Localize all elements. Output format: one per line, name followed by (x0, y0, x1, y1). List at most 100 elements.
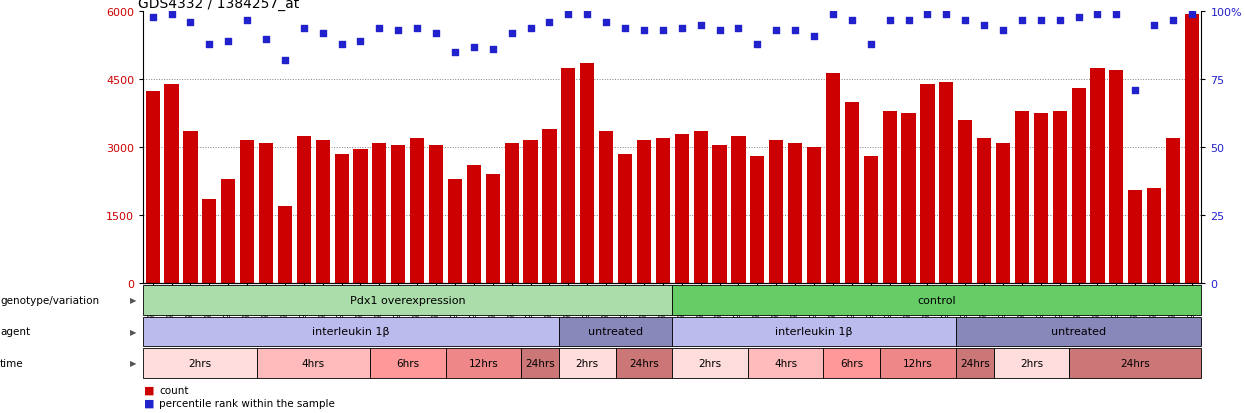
Bar (430, 146, 443, 283)
Bar (1072, 89, 1086, 283)
Point (1182, 12, 1201, 19)
Text: control: control (918, 295, 956, 305)
Bar (712, 146, 727, 283)
Bar (259, 143, 273, 283)
Bar (920, 85, 935, 283)
Point (899, 17, 919, 24)
Bar (845, 103, 859, 283)
Bar (977, 139, 991, 283)
Point (388, 28, 408, 35)
Bar (751, 157, 764, 283)
Point (1125, 88, 1145, 94)
Bar (825, 74, 840, 283)
Bar (164, 85, 178, 283)
Bar (788, 143, 802, 283)
Text: interleukin 1β: interleukin 1β (312, 327, 390, 337)
Point (823, 12, 843, 19)
Bar (731, 137, 746, 283)
Text: ▶: ▶ (129, 296, 137, 305)
Point (426, 31, 446, 37)
Text: ■: ■ (144, 385, 154, 395)
Bar (1052, 112, 1067, 283)
Point (596, 20, 616, 26)
Point (351, 39, 371, 45)
Bar (1109, 71, 1123, 283)
Text: ▶: ▶ (129, 327, 137, 336)
Point (483, 47, 503, 54)
Point (162, 12, 182, 19)
Bar (1033, 114, 1048, 283)
Bar (296, 137, 311, 283)
Point (955, 17, 975, 24)
Bar (391, 146, 406, 283)
Point (444, 50, 464, 56)
Bar (864, 157, 878, 283)
Text: 24hrs: 24hrs (629, 358, 659, 368)
Point (520, 25, 540, 32)
Point (331, 42, 351, 48)
Text: 24hrs: 24hrs (960, 358, 990, 368)
Text: 6hrs: 6hrs (396, 358, 420, 368)
Text: 2hrs: 2hrs (188, 358, 212, 368)
Text: count: count (159, 385, 189, 395)
Point (1163, 17, 1183, 24)
Bar (656, 139, 670, 283)
Point (218, 39, 238, 45)
Point (1050, 17, 1069, 24)
Bar (1128, 191, 1143, 283)
Point (1144, 23, 1164, 29)
Point (804, 33, 824, 40)
Point (578, 12, 598, 19)
Point (842, 17, 862, 24)
Point (786, 28, 806, 35)
Point (1031, 17, 1051, 24)
Bar (146, 91, 159, 283)
Text: 24hrs: 24hrs (525, 358, 555, 368)
Bar (1147, 188, 1162, 283)
Point (634, 28, 654, 35)
Text: 12hrs: 12hrs (468, 358, 498, 368)
Bar (523, 141, 538, 283)
Point (936, 12, 956, 19)
Point (691, 23, 711, 29)
Point (312, 31, 332, 37)
Bar (1015, 112, 1028, 283)
Text: 2hrs: 2hrs (698, 358, 722, 368)
Text: percentile rank within the sample: percentile rank within the sample (159, 398, 335, 408)
Text: 2hrs: 2hrs (575, 358, 599, 368)
Point (974, 23, 994, 29)
Bar (1167, 139, 1180, 283)
Point (199, 42, 219, 48)
Point (464, 44, 484, 51)
Bar (637, 141, 651, 283)
Point (615, 25, 635, 32)
Point (275, 58, 295, 64)
Point (539, 20, 559, 26)
Bar (448, 180, 462, 283)
Bar (335, 154, 349, 283)
Text: agent: agent (0, 327, 30, 337)
Bar (240, 141, 254, 283)
Bar (316, 141, 330, 283)
Bar (996, 143, 1010, 283)
Bar (883, 112, 896, 283)
Text: 4hrs: 4hrs (774, 358, 797, 368)
Point (256, 36, 276, 43)
Point (710, 28, 730, 35)
Text: untreated: untreated (1051, 327, 1106, 337)
Bar (939, 82, 954, 283)
Point (407, 25, 427, 32)
Bar (202, 200, 217, 283)
Point (1068, 14, 1088, 21)
Bar (599, 132, 614, 283)
Text: 4hrs: 4hrs (301, 358, 325, 368)
Text: 2hrs: 2hrs (1020, 358, 1043, 368)
Text: untreated: untreated (588, 327, 644, 337)
Point (181, 20, 200, 26)
Point (994, 28, 1013, 35)
Bar (504, 143, 519, 283)
Point (860, 42, 880, 48)
Bar (183, 132, 198, 283)
Point (652, 28, 672, 35)
Text: interleukin 1β: interleukin 1β (776, 327, 853, 337)
